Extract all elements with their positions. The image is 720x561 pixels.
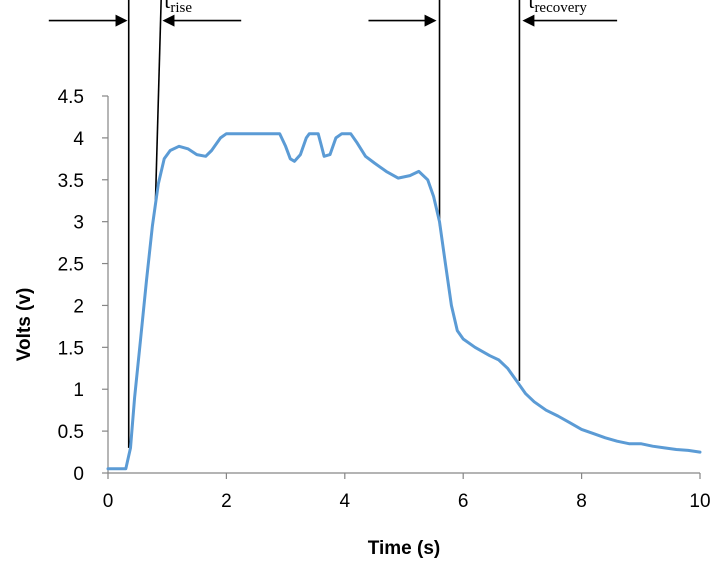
x-tick-label: 6 <box>458 491 469 512</box>
y-tick-label: 3.5 <box>58 171 84 192</box>
arrows <box>48 14 618 27</box>
x-ticks: 0 2 4 6 8 10 <box>103 473 711 512</box>
y-tick-label: 1.5 <box>58 338 84 359</box>
annotations: trise trecovery <box>164 0 587 16</box>
annotation-recovery-sub: recovery <box>534 0 587 16</box>
marker-lines <box>127 0 521 448</box>
series-line <box>106 132 702 471</box>
axes <box>107 96 700 474</box>
y-tick-label: 2.5 <box>58 255 84 276</box>
arrow-head <box>522 14 535 27</box>
y-tick-label: 1 <box>73 380 84 401</box>
annotation-rise-main: t <box>164 0 170 13</box>
annotation-t-rise: trise <box>164 0 192 16</box>
x-tick-label: 2 <box>221 491 232 512</box>
y-tick-label: 3 <box>73 213 84 234</box>
arrow-head <box>162 14 175 27</box>
arrow <box>48 14 128 27</box>
series-group <box>106 132 702 471</box>
arrow <box>162 14 242 27</box>
x-tick-label: 4 <box>340 491 351 512</box>
arrow <box>368 14 437 27</box>
arrow <box>522 14 618 27</box>
y-axis-title: Volts (v) <box>14 288 35 362</box>
arrow-head <box>115 14 128 27</box>
x-axis-title: Time (s) <box>368 538 441 559</box>
y-tick-label: 4 <box>73 129 84 150</box>
arrow-head <box>424 14 437 27</box>
y-tick-label: 0.5 <box>58 422 84 443</box>
annotation-t-recovery: trecovery <box>528 0 587 16</box>
x-tick-label: 10 <box>689 491 710 512</box>
marker-line <box>154 0 162 205</box>
y-ticks: 0 0.5 1 1.5 2 2.5 3 3.5 4 4.5 <box>58 87 108 485</box>
y-tick-label: 4.5 <box>58 87 84 108</box>
x-tick-label: 8 <box>576 491 587 512</box>
x-tick-label: 0 <box>103 491 114 512</box>
annotation-rise-sub: rise <box>170 0 192 16</box>
y-tick-label: 0 <box>73 464 84 485</box>
annotation-recovery-main: t <box>528 0 534 13</box>
y-tick-label: 2 <box>73 296 84 317</box>
